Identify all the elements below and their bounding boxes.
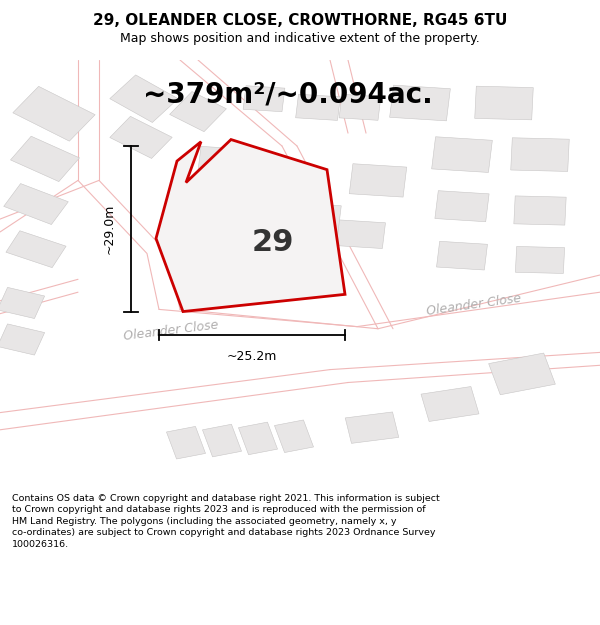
Polygon shape [389,85,451,121]
Polygon shape [0,324,44,355]
Polygon shape [514,196,566,225]
Text: ~29.0m: ~29.0m [103,204,116,254]
Polygon shape [13,86,95,141]
Polygon shape [202,209,254,246]
Polygon shape [110,116,172,159]
Polygon shape [431,137,493,172]
Polygon shape [156,139,345,311]
Polygon shape [421,386,479,421]
Polygon shape [437,241,487,270]
Polygon shape [166,426,206,459]
Polygon shape [515,246,565,274]
Text: ~379m²/~0.094ac.: ~379m²/~0.094ac. [143,81,433,108]
Text: Oleander Close: Oleander Close [123,319,219,343]
Text: ~25.2m: ~25.2m [227,350,277,363]
Text: Map shows position and indicative extent of the property.: Map shows position and indicative extent… [120,32,480,45]
Polygon shape [6,231,66,268]
Polygon shape [110,75,178,122]
Polygon shape [296,94,340,121]
Polygon shape [243,86,285,112]
Text: 29: 29 [252,228,294,258]
Polygon shape [339,94,381,120]
Polygon shape [488,353,556,395]
Polygon shape [274,420,314,452]
Polygon shape [195,146,261,198]
Polygon shape [511,138,569,171]
Polygon shape [202,424,242,457]
Polygon shape [170,91,226,132]
Polygon shape [4,184,68,224]
Polygon shape [435,191,489,222]
Polygon shape [0,288,44,319]
Text: Oleander Close: Oleander Close [426,292,522,318]
Polygon shape [238,422,278,454]
Polygon shape [349,164,407,197]
Polygon shape [10,136,80,182]
Polygon shape [475,86,533,120]
Polygon shape [345,412,399,443]
Polygon shape [283,202,341,244]
Text: 29, OLEANDER CLOSE, CROWTHORNE, RG45 6TU: 29, OLEANDER CLOSE, CROWTHORNE, RG45 6TU [93,13,507,28]
Polygon shape [335,220,385,249]
Text: Contains OS data © Crown copyright and database right 2021. This information is : Contains OS data © Crown copyright and d… [12,494,440,549]
